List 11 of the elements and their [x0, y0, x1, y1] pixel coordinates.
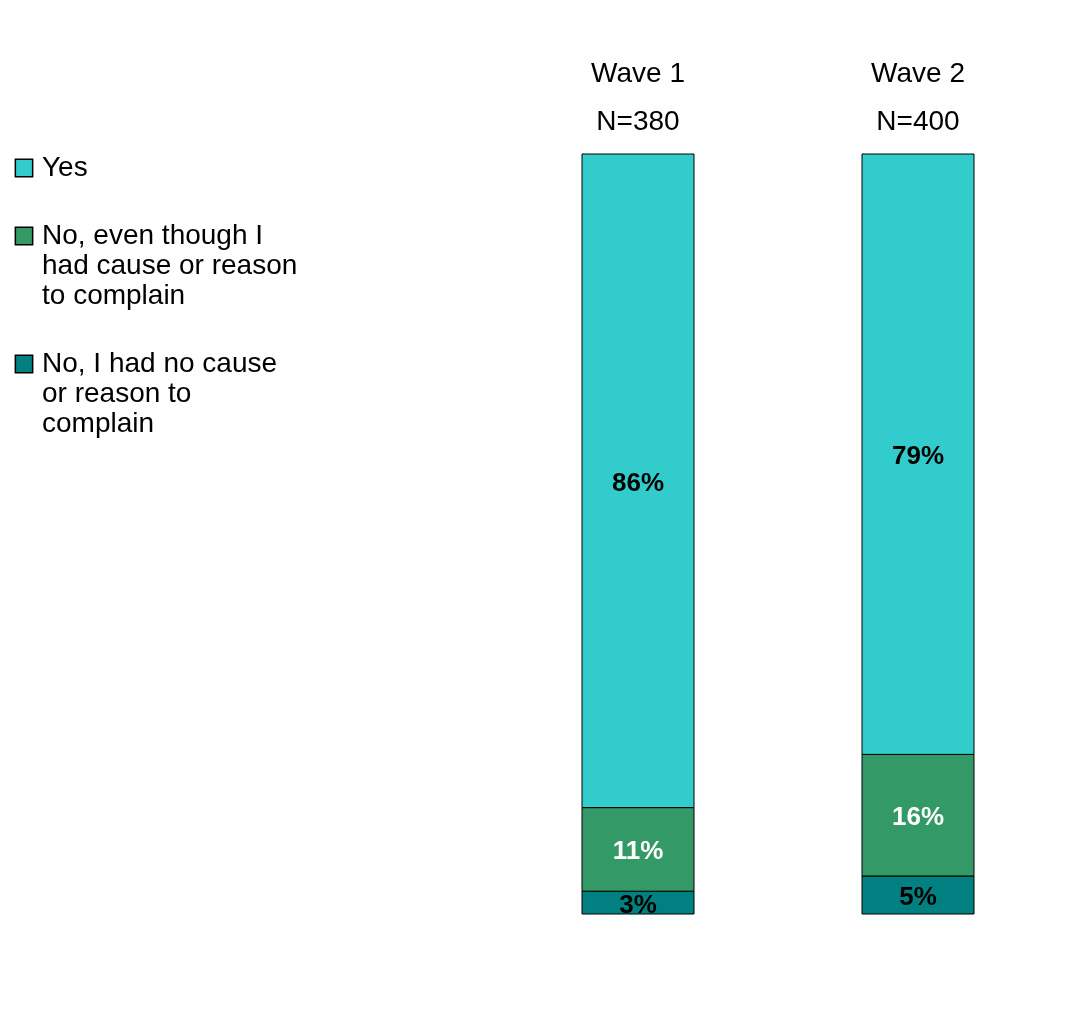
- data-label: 79%: [891, 440, 945, 471]
- data-label: 5%: [899, 881, 937, 911]
- data-label: 3%: [619, 888, 657, 919]
- data-label: 86%: [611, 466, 665, 497]
- legend-label: No, even though I had cause or reason to complain: [42, 219, 298, 310]
- legend-label: Yes: [42, 151, 88, 182]
- legend-label: No, I had no cause or reason to complain: [42, 347, 278, 438]
- x-tick-label: Wave 1 N=380: [591, 57, 685, 136]
- x-tick-label: Wave 2 N=400: [871, 57, 965, 136]
- data-label: 16%: [891, 801, 945, 832]
- data-label: 11%: [612, 835, 664, 866]
